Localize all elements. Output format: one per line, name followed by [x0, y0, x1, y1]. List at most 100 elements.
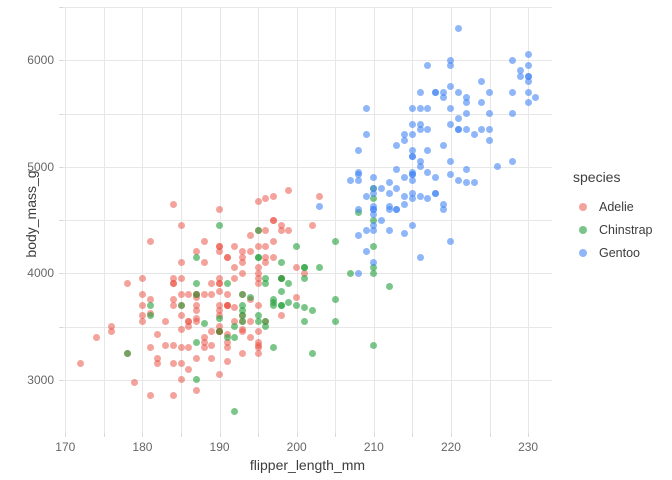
data-point-chinstrap: [277, 301, 285, 309]
data-point-chinstrap: [270, 344, 278, 352]
data-point-chinstrap: [300, 304, 308, 312]
data-point-chinstrap: [216, 315, 224, 322]
data-point-adelie: [131, 378, 139, 386]
data-point-adelie: [262, 253, 270, 261]
data-point-chinstrap: [192, 253, 200, 261]
y-axis-tick: [59, 7, 63, 8]
data-point-adelie: [192, 248, 200, 256]
data-point-chinstrap: [254, 317, 262, 325]
data-point-adelie: [169, 341, 177, 349]
legend-item-chinstrap[interactable]: Chinstrap: [573, 222, 653, 238]
data-point-gentoo: [509, 110, 517, 117]
y-axis-tick: [59, 273, 63, 275]
data-point-chinstrap: [300, 275, 308, 283]
data-point-adelie: [200, 237, 208, 245]
data-point-gentoo: [408, 171, 416, 179]
data-point-adelie: [223, 338, 231, 346]
y-axis-tick: [59, 326, 63, 328]
data-point-gentoo: [416, 192, 424, 200]
data-point-gentoo: [447, 171, 455, 179]
data-point-gentoo: [439, 200, 447, 208]
data-point-gentoo: [362, 192, 370, 200]
data-point-chinstrap: [385, 283, 393, 291]
data-point-chinstrap: [231, 323, 239, 330]
data-point-adelie: [185, 365, 193, 373]
data-point-adelie: [254, 349, 262, 357]
data-point-chinstrap: [262, 280, 270, 288]
data-point-chinstrap: [192, 338, 200, 346]
data-point-gentoo: [447, 157, 455, 165]
data-point-adelie: [185, 323, 193, 330]
data-point-chinstrap: [277, 288, 285, 296]
data-point-adelie: [216, 288, 224, 296]
data-point-chinstrap: [293, 243, 301, 251]
x-axis-tick: [219, 433, 221, 437]
data-point-gentoo: [354, 168, 362, 176]
data-point-chinstrap: [192, 280, 200, 288]
data-point-chinstrap: [308, 349, 316, 357]
data-point-chinstrap: [192, 291, 200, 299]
data-point-gentoo: [354, 269, 362, 277]
data-point-adelie: [154, 330, 162, 338]
data-point-gentoo: [462, 125, 470, 133]
data-point-chinstrap: [192, 376, 200, 384]
data-point-gentoo: [316, 203, 324, 211]
data-point-adelie: [254, 280, 262, 288]
data-point-gentoo: [439, 205, 447, 213]
data-point-adelie: [300, 269, 308, 277]
y-axis-tick: [59, 379, 63, 381]
data-point-adelie: [208, 341, 216, 349]
plot-area: [63, 7, 552, 433]
data-point-gentoo: [455, 24, 463, 32]
data-point-chinstrap: [216, 221, 224, 229]
legend-item-gentoo[interactable]: Gentoo: [573, 245, 653, 261]
legend-item-adelie[interactable]: Adelie: [573, 199, 653, 215]
data-point-adelie: [239, 253, 247, 261]
data-point-gentoo: [370, 184, 378, 192]
legend-label-adelie: Adelie: [599, 200, 634, 214]
x-axis-tick: [142, 433, 144, 437]
data-point-gentoo: [524, 51, 532, 59]
data-point-gentoo: [416, 88, 424, 96]
data-point-gentoo: [416, 253, 424, 261]
data-point-adelie: [177, 344, 185, 352]
data-point-chinstrap: [239, 291, 247, 299]
data-point-adelie: [231, 243, 239, 251]
data-point-gentoo: [354, 205, 362, 213]
data-point-adelie: [177, 376, 185, 384]
data-point-gentoo: [370, 227, 378, 235]
data-point-adelie: [138, 291, 146, 299]
data-point-gentoo: [370, 173, 378, 181]
data-point-adelie: [223, 357, 231, 365]
data-point-gentoo: [455, 176, 463, 184]
data-point-gentoo: [401, 131, 409, 139]
data-point-gentoo: [486, 110, 494, 117]
x-tick-label: 180: [132, 440, 153, 454]
data-point-gentoo: [524, 88, 532, 96]
y-tick-label: 5000: [27, 159, 54, 174]
data-point-gentoo: [470, 179, 478, 187]
data-point-adelie: [254, 243, 262, 251]
data-point-gentoo: [424, 195, 432, 203]
data-point-chinstrap: [246, 293, 254, 301]
data-point-adelie: [231, 264, 239, 272]
data-point-adelie: [293, 293, 301, 301]
data-point-adelie: [216, 275, 224, 283]
data-point-gentoo: [354, 232, 362, 240]
x-axis-tick: [65, 433, 67, 437]
data-point-adelie: [169, 392, 177, 400]
x-tick-label: 220: [440, 440, 461, 454]
data-point-adelie: [262, 259, 270, 267]
data-point-gentoo: [486, 125, 494, 133]
data-point-adelie: [254, 301, 262, 309]
data-point-adelie: [223, 301, 231, 309]
data-point-gentoo: [516, 72, 524, 80]
data-point-chinstrap: [370, 216, 378, 224]
x-axis-title: flipper_length_mm: [249, 457, 366, 473]
data-point-chinstrap: [200, 320, 208, 328]
data-point-chinstrap: [370, 264, 378, 272]
data-point-gentoo: [408, 195, 416, 203]
data-point-gentoo: [447, 237, 455, 245]
data-point-adelie: [192, 386, 200, 394]
data-point-gentoo: [401, 173, 409, 181]
